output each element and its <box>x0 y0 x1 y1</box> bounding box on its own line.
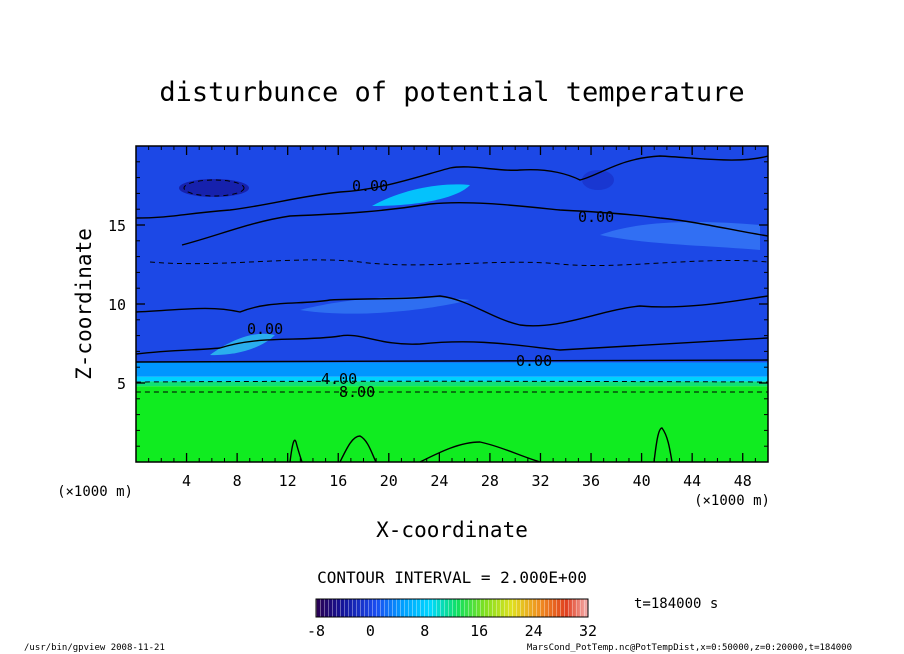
x-tick-label: 8 <box>233 472 242 490</box>
field-layer <box>136 381 768 387</box>
field-layers <box>136 146 768 462</box>
y-tick-label: 5 <box>117 375 126 393</box>
colorbar-tick-label: 32 <box>579 622 597 640</box>
cold-blob <box>582 170 614 190</box>
colorbar: -8 0 8 16 24 32 <box>307 598 597 640</box>
colorbar-stripes <box>316 599 588 617</box>
contour-label: 8.00 <box>339 383 375 401</box>
field-layer <box>136 376 768 382</box>
x-tick-label: 20 <box>380 472 398 490</box>
x-tick-label: 48 <box>734 472 752 490</box>
contour-line <box>149 259 768 267</box>
contour-label: 0.00 <box>247 320 283 338</box>
contour-line <box>289 439 303 462</box>
contour-label: 4.00 <box>321 370 357 388</box>
colorbar-tick-label: 16 <box>470 622 488 640</box>
contour-line <box>419 441 541 462</box>
x-axis-unit: (×1000 m) <box>694 493 770 509</box>
contour-line <box>653 427 673 462</box>
contour-line <box>183 179 245 197</box>
colorbar-tick-label: 0 <box>366 622 375 640</box>
contour-label: 0.00 <box>352 177 388 195</box>
y-axis-label: Z-coordinate <box>72 228 96 380</box>
contour-line <box>136 334 768 355</box>
y-tick-label: 15 <box>108 217 126 235</box>
x-tick-label: 36 <box>582 472 600 490</box>
y-axis-unit: (×1000 m) <box>57 484 133 500</box>
x-axis-ticks: 4 8 12 16 20 24 28 32 36 40 44 48 <box>148 146 769 490</box>
x-tick-label: 16 <box>329 472 347 490</box>
cold-blob <box>179 179 249 197</box>
chart-title: disturbunce of potential temperature <box>159 77 744 108</box>
time-label: t=184000 s <box>634 596 718 612</box>
x-tick-label: 24 <box>430 472 448 490</box>
warm-streak <box>210 333 275 356</box>
contour-line <box>136 380 768 383</box>
colorbar-frame <box>315 598 589 618</box>
warm-streak <box>600 222 760 250</box>
y-axis-ticks: 5 10 15 <box>108 161 768 447</box>
contour-label: 0.00 <box>516 352 552 370</box>
field-layer <box>136 362 768 377</box>
field-texture <box>179 170 760 356</box>
field-layer <box>136 386 768 462</box>
warm-streak <box>300 296 470 314</box>
colorbar-ticks: -8 0 8 16 24 32 <box>307 622 597 640</box>
contour-labels: 0.00 0.00 0.00 0.00 4.00 8.00 <box>247 177 614 401</box>
x-tick-label: 12 <box>279 472 297 490</box>
contour-line <box>339 435 377 462</box>
colorbar-tick-label: 24 <box>525 622 543 640</box>
footer-right: MarsCond_PotTemp.nc@PotTempDist,x=0:5000… <box>527 643 852 653</box>
plot-area <box>136 146 768 462</box>
footer-left: /usr/bin/gpview 2008-11-21 <box>24 643 165 653</box>
contour-label: 0.00 <box>578 208 614 226</box>
colorbar-tick-label: 8 <box>420 622 429 640</box>
x-tick-label: 40 <box>633 472 651 490</box>
x-tick-label: 4 <box>182 472 191 490</box>
x-axis-label: X-coordinate <box>376 518 528 542</box>
x-tick-label: 44 <box>683 472 701 490</box>
contour-interval: CONTOUR INTERVAL = 2.000E+00 <box>317 568 587 587</box>
contour-line <box>181 201 768 246</box>
contour-line <box>136 155 768 219</box>
x-tick-label: 28 <box>481 472 499 490</box>
warm-streak <box>372 184 470 206</box>
field-layer <box>136 146 768 363</box>
contour-line <box>136 295 768 327</box>
contour-lines-dashed <box>136 179 768 393</box>
x-tick-label: 32 <box>531 472 549 490</box>
colorbar-tick-label: -8 <box>307 622 325 640</box>
y-tick-label: 10 <box>108 296 126 314</box>
